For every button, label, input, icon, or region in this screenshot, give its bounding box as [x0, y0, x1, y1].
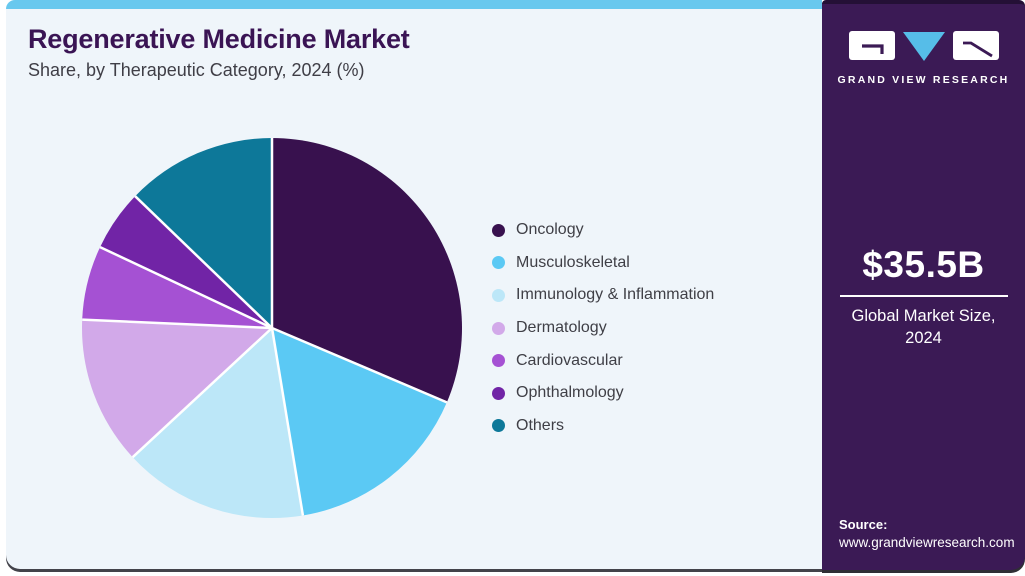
market-size-value: $35.5B [862, 244, 985, 285]
source-url[interactable]: www.grandviewresearch.com [839, 535, 1015, 550]
market-size-block: $35.5B Global Market Size, 2024 [822, 244, 1025, 350]
pie-slice-immunology-inflammation [132, 328, 303, 518]
pie-slice-cardiovascular [82, 247, 272, 328]
legend-item-dermatology: Dermatology [492, 312, 714, 345]
legend-color-dot [492, 288, 505, 302]
pie-slice-oncology [272, 138, 462, 403]
legend-label: Oncology [516, 221, 584, 239]
legend-color-dot [492, 419, 505, 433]
source-block: Source: www.grandviewresearch.com [839, 517, 1015, 550]
legend-item-immunology-inflammation: Immunology & Inflammation [492, 279, 714, 312]
legend-label: Others [516, 416, 565, 434]
top-accent-bar [6, 0, 822, 9]
chart-legend: Oncology Musculoskeletal Immunology & Infl… [492, 214, 714, 442]
legend-color-dot [492, 386, 505, 400]
slice-separator [82, 318, 273, 330]
slice-separator [99, 245, 273, 330]
legend-label: Cardiovascular [516, 351, 623, 369]
page-subtitle: Share, by Therapeutic Category, 2024 (%) [28, 60, 365, 80]
legend-label: Ophthalmology [516, 384, 624, 402]
legend-label: Immunology & Inflammation [516, 286, 715, 304]
logo-v-triangle [902, 32, 945, 61]
slice-separator [131, 327, 273, 459]
legend-color-dot [492, 223, 505, 237]
legend-label: Dermatology [516, 319, 607, 337]
gvr-logo-text: GRAND VIEW RESEARCH [837, 74, 1010, 86]
legend-item-oncology: Oncology [492, 214, 714, 247]
pie-chart [81, 138, 462, 518]
legend-item-cardiovascular: Cardiovascular [492, 344, 714, 377]
pie-slice-dermatology [81, 319, 272, 458]
slice-separator [271, 326, 448, 404]
legend-item-others: Others [492, 410, 714, 443]
legend-color-dot [492, 321, 505, 335]
legend-color-dot [492, 256, 505, 270]
pie-slice-ophthalmology [100, 196, 273, 328]
gvr-logo-icon [848, 31, 999, 61]
source-label: Source: [839, 517, 888, 532]
slice-separator [270, 327, 305, 516]
pie-slice-musculoskeletal [272, 328, 447, 516]
legend-item-musculoskeletal: Musculoskeletal [492, 247, 714, 280]
pie-slice-others [135, 138, 272, 328]
brand-sidebar: GRAND VIEW RESEARCH $35.5B Global Market… [822, 0, 1025, 570]
gvr-logo: GRAND VIEW RESEARCH [822, 30, 1025, 86]
legend-label: Musculoskeletal [516, 253, 630, 271]
legend-item-ophthalmology: Ophthalmology [492, 377, 714, 410]
slice-separator [134, 195, 273, 329]
legend-color-dot [492, 354, 505, 368]
page-title: Regenerative Medicine Market [28, 24, 410, 54]
market-size-divider [839, 295, 1008, 297]
market-size-label: Global Market Size, 2024 [851, 307, 996, 347]
